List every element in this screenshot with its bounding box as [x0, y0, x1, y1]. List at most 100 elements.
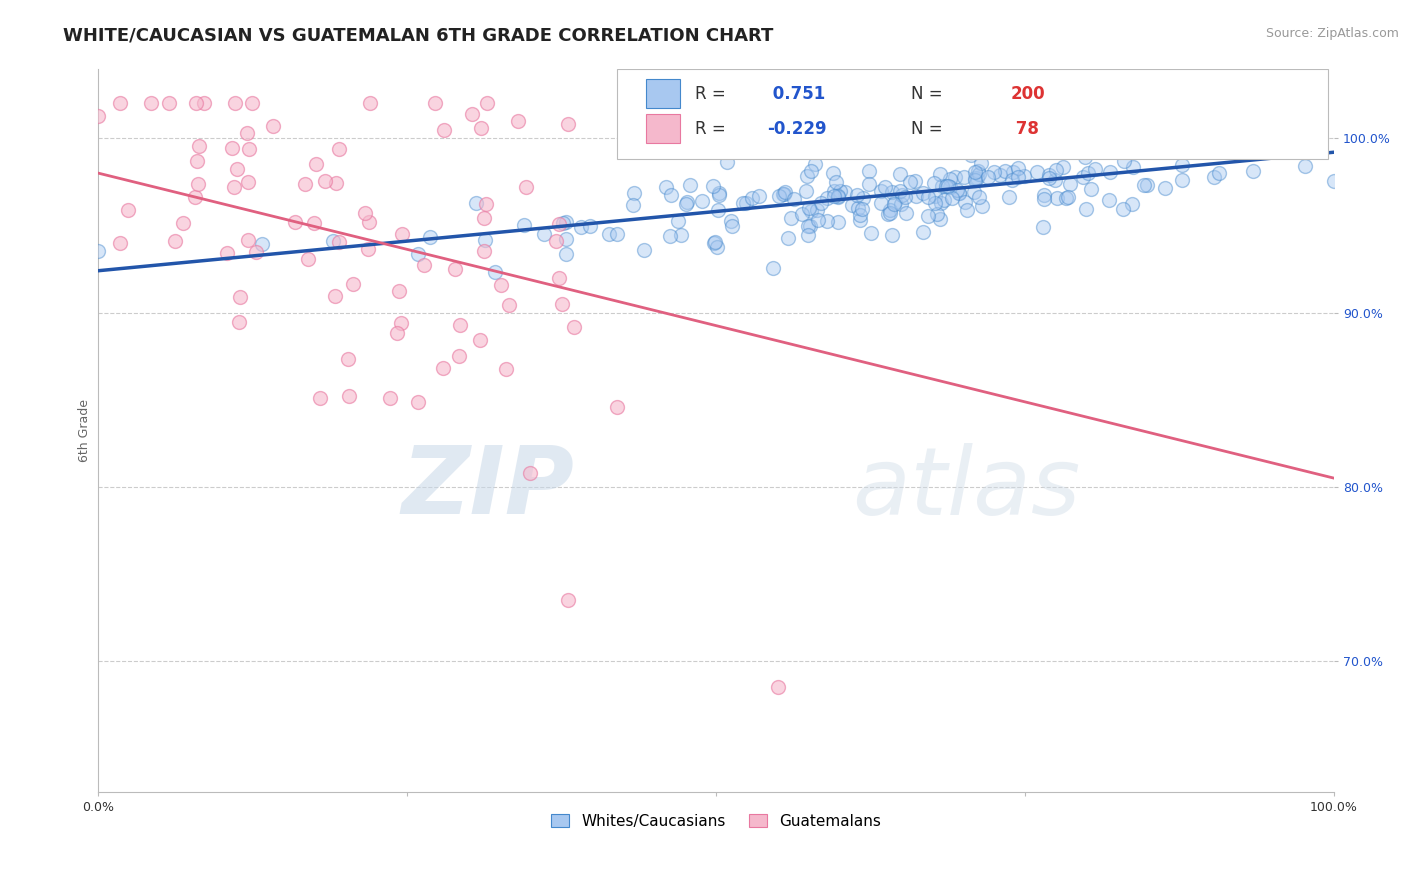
Text: Source: ZipAtlas.com: Source: ZipAtlas.com — [1265, 27, 1399, 40]
Point — [925, 207, 948, 221]
Point — [606, 400, 628, 414]
Y-axis label: 6th Grade: 6th Grade — [79, 399, 91, 462]
Point — [474, 233, 496, 247]
Point — [228, 290, 250, 304]
Point — [721, 219, 744, 233]
Point — [799, 201, 821, 215]
Point — [1038, 170, 1060, 185]
Point — [284, 214, 307, 228]
Point — [849, 208, 872, 222]
Point — [498, 298, 520, 312]
Point — [970, 199, 993, 213]
Text: WHITE/CAUCASIAN VS GUATEMALAN 6TH GRADE CORRELATION CHART: WHITE/CAUCASIAN VS GUATEMALAN 6TH GRADE … — [63, 27, 773, 45]
Point — [557, 593, 579, 607]
Point — [1099, 165, 1122, 179]
Point — [328, 235, 350, 250]
Point — [357, 242, 380, 256]
Point — [846, 201, 869, 215]
Point — [1071, 169, 1094, 184]
Point — [1275, 136, 1298, 150]
Point — [766, 681, 789, 695]
Point — [675, 195, 697, 210]
Point — [1122, 160, 1144, 174]
Point — [557, 117, 579, 131]
Point — [1097, 193, 1119, 207]
Point — [969, 156, 991, 170]
Point — [606, 227, 628, 241]
Point — [966, 170, 988, 185]
Point — [823, 166, 845, 180]
Point — [889, 167, 911, 181]
Point — [775, 185, 797, 199]
Point — [704, 235, 727, 249]
Point — [797, 219, 820, 233]
Point — [515, 180, 537, 194]
Point — [807, 213, 830, 227]
Point — [385, 326, 408, 341]
Point — [1007, 170, 1029, 185]
Point — [988, 134, 1011, 148]
Point — [655, 179, 678, 194]
Point — [555, 247, 578, 261]
Point — [238, 143, 260, 157]
Point — [1074, 202, 1097, 217]
Point — [474, 196, 496, 211]
Point — [841, 198, 863, 212]
Point — [977, 126, 1000, 140]
Point — [562, 320, 585, 334]
Point — [659, 187, 682, 202]
Point — [1059, 177, 1081, 191]
Point — [1122, 133, 1144, 147]
Point — [963, 173, 986, 187]
Point — [187, 178, 209, 192]
Point — [1038, 133, 1060, 147]
Point — [495, 362, 517, 376]
Point — [924, 176, 946, 190]
Point — [1136, 178, 1159, 193]
Point — [948, 186, 970, 201]
Point — [1277, 136, 1299, 151]
Legend: Whites/Caucasians, Guatemalans: Whites/Caucasians, Guatemalans — [546, 807, 887, 835]
Point — [967, 190, 990, 204]
Point — [1121, 196, 1143, 211]
FancyBboxPatch shape — [617, 69, 1327, 159]
Point — [1084, 162, 1107, 177]
Point — [948, 186, 970, 200]
Point — [924, 195, 946, 210]
Point — [860, 227, 883, 241]
Point — [983, 165, 1005, 179]
Point — [827, 190, 849, 204]
Point — [1043, 173, 1066, 187]
Point — [768, 189, 790, 203]
Point — [846, 188, 869, 202]
Point — [433, 122, 456, 136]
Point — [883, 197, 905, 211]
Point — [900, 175, 922, 189]
Point — [418, 230, 440, 244]
Point — [449, 318, 471, 332]
Point — [928, 168, 950, 182]
Point — [544, 234, 567, 248]
Point — [1153, 180, 1175, 194]
Point — [633, 243, 655, 257]
Point — [707, 188, 730, 202]
Point — [904, 173, 927, 187]
Point — [1294, 159, 1316, 173]
Point — [186, 154, 208, 169]
Point — [804, 156, 827, 170]
Point — [475, 96, 498, 111]
Point — [967, 167, 990, 181]
Point — [707, 186, 730, 201]
Point — [858, 164, 880, 178]
Point — [806, 202, 828, 217]
Point — [221, 141, 243, 155]
Point — [464, 196, 486, 211]
Point — [1132, 178, 1154, 193]
Point — [880, 186, 903, 200]
Point — [858, 177, 880, 191]
Point — [1202, 170, 1225, 185]
Point — [780, 211, 803, 225]
Point — [1114, 153, 1136, 168]
Point — [905, 189, 928, 203]
Point — [1001, 165, 1024, 179]
